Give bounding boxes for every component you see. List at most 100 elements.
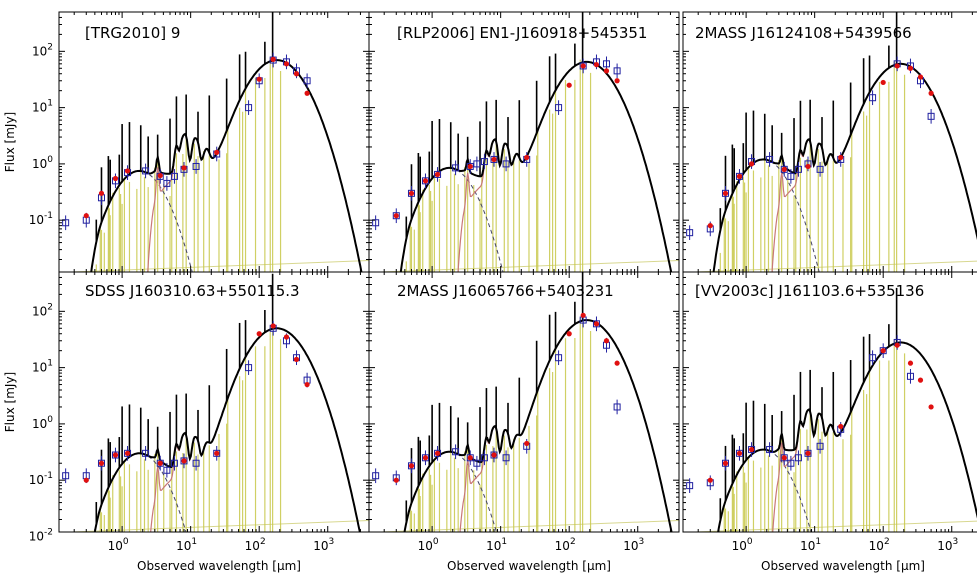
observed-point (466, 162, 474, 170)
panel-frame (682, 271, 977, 533)
observed-point (192, 459, 200, 467)
total-model-line (90, 59, 363, 272)
observed-point (787, 172, 795, 180)
model-point (722, 460, 729, 466)
observed-point (392, 212, 400, 220)
model-point (907, 65, 914, 71)
model-point (124, 450, 131, 456)
ticks (369, 11, 680, 272)
flat-continuum-line (683, 520, 977, 532)
model-point (98, 190, 105, 196)
model-point (907, 360, 914, 366)
model-point (83, 213, 89, 219)
model-point (283, 334, 290, 340)
model-point (736, 173, 743, 179)
observed-point (686, 229, 694, 237)
model-point (707, 223, 713, 229)
model-point (894, 63, 900, 69)
model-point (157, 460, 163, 466)
plot-area (59, 12, 369, 272)
observed-point (794, 454, 802, 462)
model-point (124, 168, 131, 174)
observed-point (303, 77, 311, 85)
model-point (614, 78, 620, 84)
model-point (524, 440, 530, 447)
sed-panel: 100 101 102 103 Observed wavelength [μm] [VV2… (682, 271, 977, 573)
y-tick-label: 10-1 (29, 471, 53, 487)
observed-point (490, 155, 498, 163)
sed-panel: 10-1 100 101 102 [TRG2010] 9 (29, 11, 370, 273)
model-point (805, 163, 811, 170)
y-axis-label: Flux [mJy] (3, 112, 17, 172)
model-point (491, 452, 497, 458)
y-tick-label: 10-2 (29, 527, 53, 543)
panel-title: 2MASS J16124108+5439566 (695, 24, 912, 42)
flat-continuum-line (369, 260, 679, 272)
model-point (434, 171, 441, 178)
sed-panel: 2MASS J16124108+5439566 (682, 11, 977, 273)
sed-panel: [RLP2006] EN1-J160918+545351 (368, 11, 680, 273)
panel-frame (368, 11, 680, 273)
observed-point (804, 449, 812, 457)
observed-point (124, 449, 132, 457)
observed-point (613, 403, 621, 411)
observed-point (490, 451, 498, 459)
model-point (283, 61, 290, 67)
observed-point (111, 451, 119, 459)
y-tick-label: 101 (32, 99, 53, 115)
model-point (748, 161, 755, 167)
observed-point (372, 472, 380, 480)
observed-point (170, 172, 178, 180)
stellar-component-line (717, 449, 812, 532)
observed-point (407, 189, 415, 197)
observed-point (780, 454, 788, 462)
observed-point (686, 482, 694, 490)
y-tick-label: 100 (32, 415, 53, 431)
observed-point (579, 62, 587, 70)
panel-title: [VV2003c] J161103.6+535136 (695, 282, 924, 300)
x-tick-label: 103 (937, 537, 958, 553)
model-point (293, 356, 300, 362)
model-point (603, 68, 610, 74)
model-point (722, 190, 729, 196)
x-tick-label: 101 (176, 537, 197, 553)
observed-point (407, 462, 415, 470)
plot-area (683, 12, 977, 272)
sed-panel: 100 101 102 103 Observed wavelength [μm] 2MAS… (368, 271, 680, 573)
observed-point (245, 364, 253, 372)
model-point (270, 323, 276, 329)
observed-point (156, 459, 164, 467)
panel-frame (368, 271, 680, 533)
observed-point (142, 167, 150, 175)
model-point (593, 321, 600, 327)
x-tick-label: 102 (555, 537, 576, 553)
model-point (491, 156, 497, 163)
observed-point (180, 457, 188, 465)
observed-point (816, 442, 824, 450)
observed-point (142, 449, 150, 457)
model-point (270, 56, 276, 62)
model-point (256, 331, 262, 337)
flat-continuum-line (59, 260, 369, 272)
ticks (683, 11, 973, 272)
model-point (304, 90, 310, 96)
model-point (880, 79, 886, 86)
y-tick-label: 102 (32, 302, 53, 318)
observed-point (780, 165, 788, 173)
observed-point (879, 347, 887, 355)
stellar-component-line (90, 170, 193, 272)
model-point (614, 360, 620, 366)
total-model-line (93, 327, 361, 532)
model-point (467, 455, 473, 461)
observed-point (787, 459, 795, 467)
plot-area (683, 287, 977, 532)
x-tick-label: 101 (486, 537, 507, 553)
model-point (838, 154, 844, 161)
model-point (917, 74, 924, 80)
model-point (98, 460, 105, 466)
stellar-component-line (404, 451, 498, 532)
ticks (59, 11, 370, 272)
flat-continuum-line (369, 520, 679, 532)
model-point (928, 90, 934, 96)
model-point (214, 450, 220, 456)
